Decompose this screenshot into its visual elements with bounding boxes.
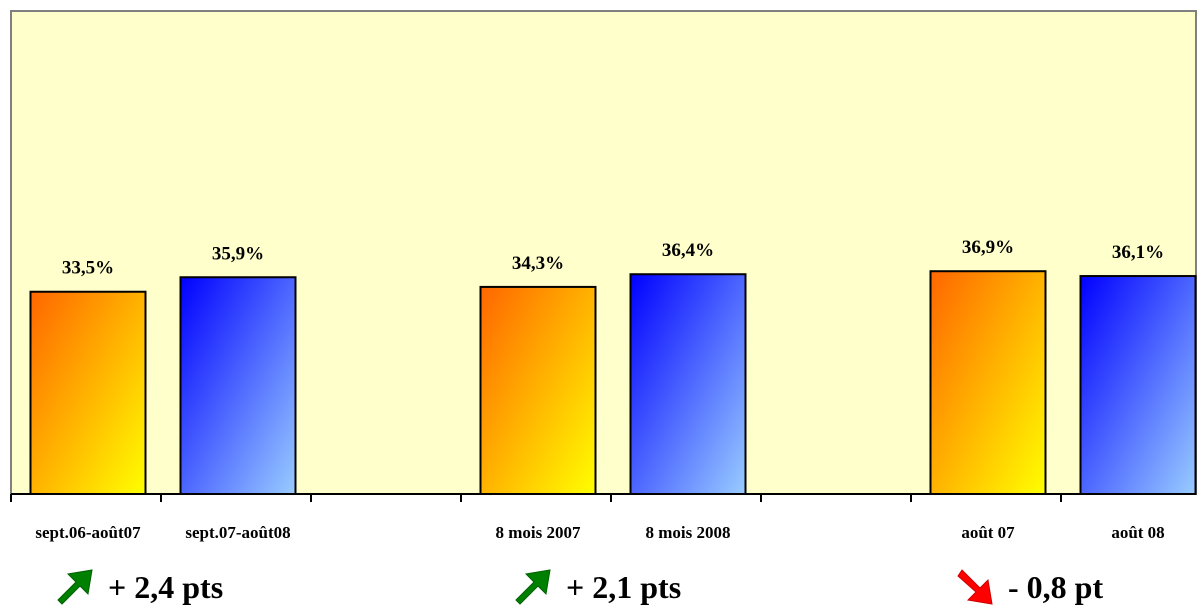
category-label: sept.07-août08	[185, 523, 290, 542]
change-indicator: + 2,4 pts	[52, 564, 223, 610]
data-label: 36,9%	[962, 237, 1014, 258]
category-label: 8 mois 2008	[646, 523, 731, 542]
bar	[629, 273, 747, 495]
category-label: août 08	[1111, 523, 1164, 542]
bar	[479, 285, 597, 495]
bar-chart: 33,5% sept.06-août07 35,9% sept.07-août08 34…	[10, 10, 1197, 542]
change-text: - 0,8 pt	[1008, 568, 1104, 605]
change-indicator: - 0,8 pt	[952, 564, 1103, 610]
bar	[29, 290, 147, 495]
category-label: sept.06-août07	[35, 523, 141, 542]
data-label: 36,1%	[1112, 242, 1164, 263]
data-label: 34,3%	[512, 253, 564, 274]
change-text: + 2,4 pts	[108, 568, 224, 605]
data-label: 36,4%	[662, 240, 714, 261]
category-label: 8 mois 2007	[496, 523, 582, 542]
data-label: 35,9%	[212, 243, 264, 264]
bar	[1079, 275, 1197, 496]
up-right-arrow-icon	[57, 569, 93, 605]
up-right-arrow-icon	[515, 569, 551, 605]
down-right-arrow-icon	[957, 569, 993, 605]
change-text: + 2,1 pts	[566, 568, 682, 605]
category-label: août 07	[961, 523, 1015, 542]
bar	[179, 276, 297, 495]
bar	[929, 270, 1047, 495]
change-indicator: + 2,1 pts	[510, 564, 681, 610]
data-label: 33,5%	[62, 258, 114, 279]
